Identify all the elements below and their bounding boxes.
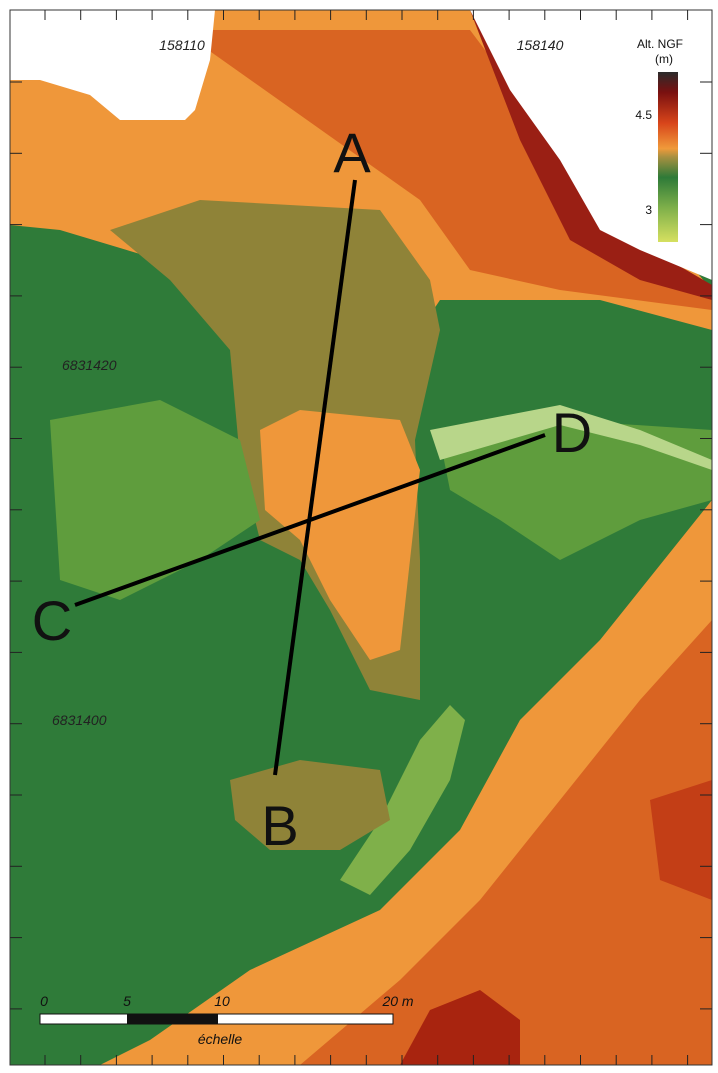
section-label: C: [32, 589, 72, 652]
x-coordinate: 158110: [159, 37, 205, 53]
y-coordinate: 6831420: [62, 357, 117, 373]
legend-title: Alt. NGF: [637, 37, 683, 51]
section-line: [74, 433, 546, 607]
x-coordinate: 158140: [517, 37, 564, 53]
section-label: D: [552, 401, 592, 464]
legend-label: 3: [645, 203, 652, 217]
scale-label: 0: [40, 993, 48, 1009]
frame-ticks: [10, 10, 712, 1065]
scale-caption: échelle: [198, 1031, 243, 1047]
frame: [9, 9, 713, 1066]
y-coordinate: 6831400: [52, 712, 107, 728]
terrain: [10, 10, 712, 1065]
section-line: [273, 179, 357, 776]
scale-bar-segment: [127, 1014, 218, 1024]
legend-label: 4.5: [635, 108, 652, 122]
scale-label: 20 m: [381, 993, 413, 1009]
section-label: B: [261, 794, 298, 857]
legend-colorbar: [658, 72, 678, 242]
legend-unit: (m): [655, 52, 673, 66]
section-label: A: [333, 121, 371, 184]
scale-label: 5: [123, 993, 131, 1009]
scale-label: 10: [214, 993, 230, 1009]
